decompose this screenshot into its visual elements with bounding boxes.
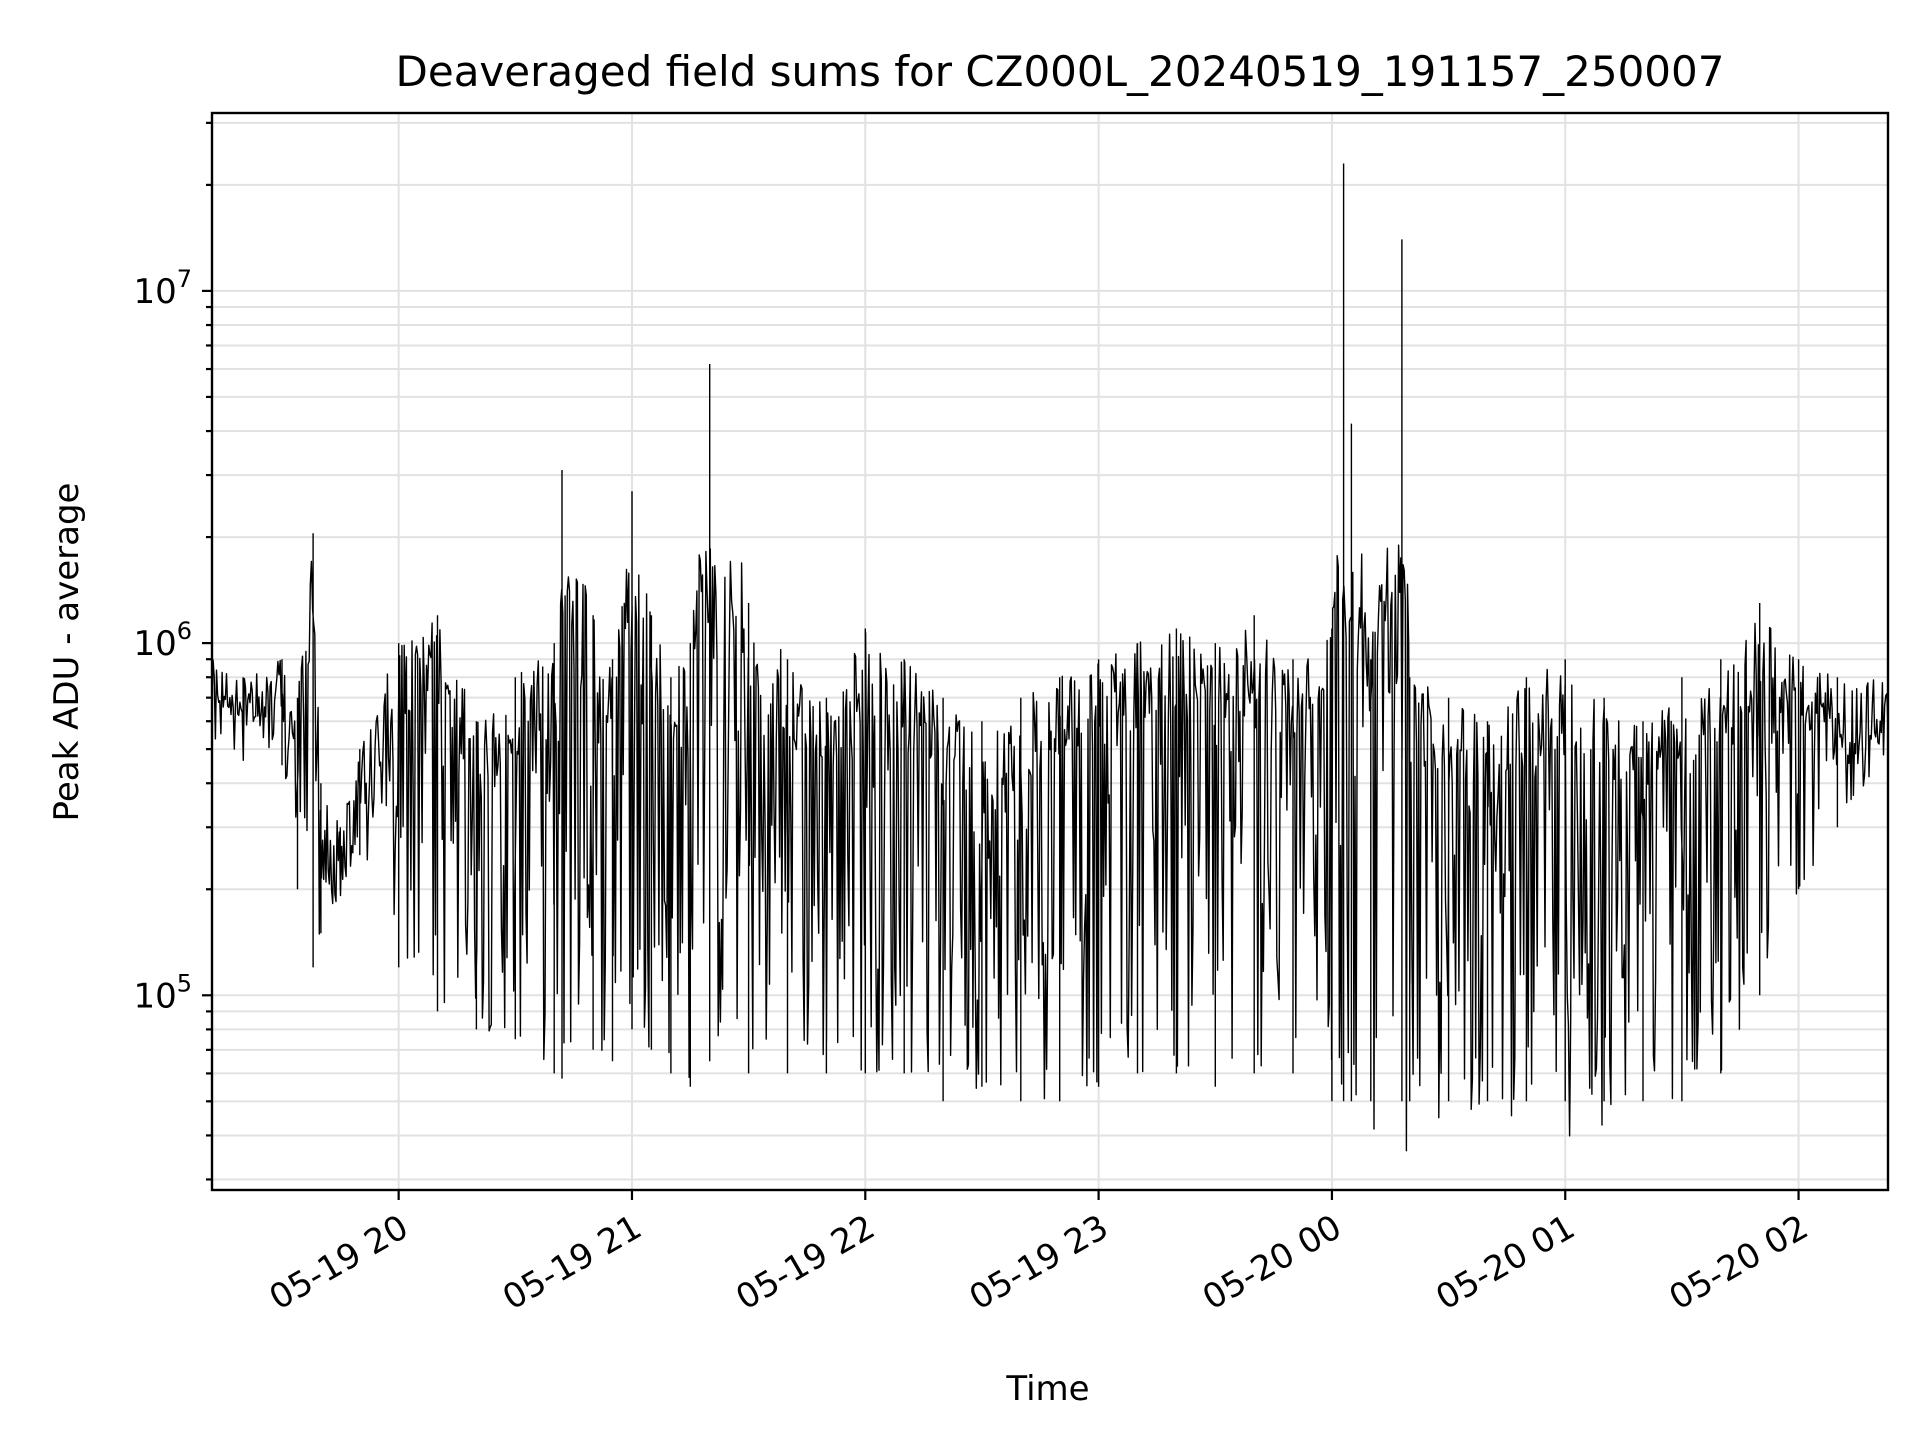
- y-tick-label: 105: [133, 969, 192, 1016]
- series-layer: [211, 163, 1889, 1152]
- x-axis-label: Time: [1005, 1369, 1089, 1409]
- chart-title: Deaveraged field sums for CZ000L_2024051…: [396, 47, 1725, 96]
- x-tick-label: 05-20 02: [1663, 1207, 1815, 1318]
- y-axis-label: Peak ADU - average: [47, 483, 87, 822]
- y-tick-label: 107: [133, 265, 192, 312]
- plot-frame: [210, 111, 1890, 1192]
- x-tick-label: 05-20 01: [1429, 1207, 1581, 1318]
- x-tick-label: 05-19 21: [496, 1207, 648, 1318]
- x-tick-label: 05-19 23: [963, 1207, 1115, 1318]
- x-tick-label: 05-19 20: [263, 1207, 415, 1318]
- x-tick-label: 05-19 22: [729, 1207, 881, 1318]
- x-tick-label: 05-20 00: [1196, 1207, 1348, 1318]
- y-tick-label: 106: [133, 617, 192, 664]
- grid-layer: [212, 113, 1888, 1190]
- series-line: [211, 163, 1889, 1152]
